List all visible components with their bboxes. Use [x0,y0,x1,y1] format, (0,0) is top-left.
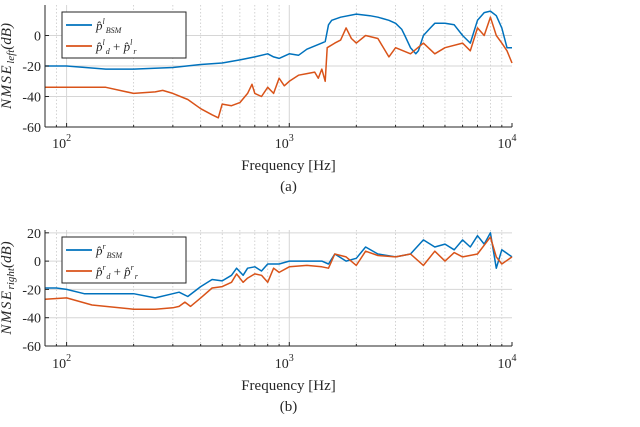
x-tick-base: 10 [275,357,289,372]
panel-caption: (a) [280,179,297,195]
panel-caption: (b) [280,399,298,415]
y-tick-label: -40 [22,312,41,327]
x-tick-base: 10 [275,137,289,152]
x-tick-base: 10 [52,357,66,372]
y-label-subscript: left [5,49,17,64]
x-tick-base: 10 [498,137,512,152]
x-tick-exponent: 2 [66,353,71,364]
legend-subscript: BSM [106,26,123,35]
x-tick-base: 10 [498,357,512,372]
x-tick-base: 10 [52,137,66,152]
y-tick-label: 0 [34,30,41,45]
x-tick-label: 104 [498,353,517,372]
y-tick-label: 0 [34,255,41,270]
x-tick-label: 103 [275,353,294,372]
x-tick-exponent: 4 [512,353,517,364]
legend-subscript: BSM [107,251,124,260]
y-axis-label: NMSEleft(dB) [0,23,17,110]
y-label-base: NMSE [0,64,15,110]
x-tick-exponent: 4 [512,133,517,144]
x-tick-exponent: 2 [66,133,71,144]
legend-term: + [110,264,124,279]
y-tick-label: -40 [22,91,41,106]
x-tick-label: 102 [52,353,71,372]
y-label-unit: (dB) [0,23,15,50]
x-tick-exponent: 3 [289,353,294,364]
y-tick-label: -60 [22,121,41,136]
y-tick-label: 20 [27,227,41,242]
x-tick-label: 102 [52,133,71,152]
y-tick-label: -20 [22,60,41,75]
legend-term: + [110,39,124,54]
x-axis-label: Frequency [Hz] [241,378,336,394]
y-label-subscript: right [5,267,17,289]
x-tick-label: 103 [275,133,294,152]
x-tick-label: 104 [498,133,517,152]
y-axis-label: NMSEright(dB) [0,241,17,335]
y-tick-label: -20 [22,283,41,298]
y-tick-label: -60 [22,340,41,355]
x-tick-exponent: 3 [289,133,294,144]
y-label-base: NMSE [0,289,15,335]
y-label-unit: (dB) [0,241,15,268]
x-axis-label: Frequency [Hz] [241,158,336,174]
